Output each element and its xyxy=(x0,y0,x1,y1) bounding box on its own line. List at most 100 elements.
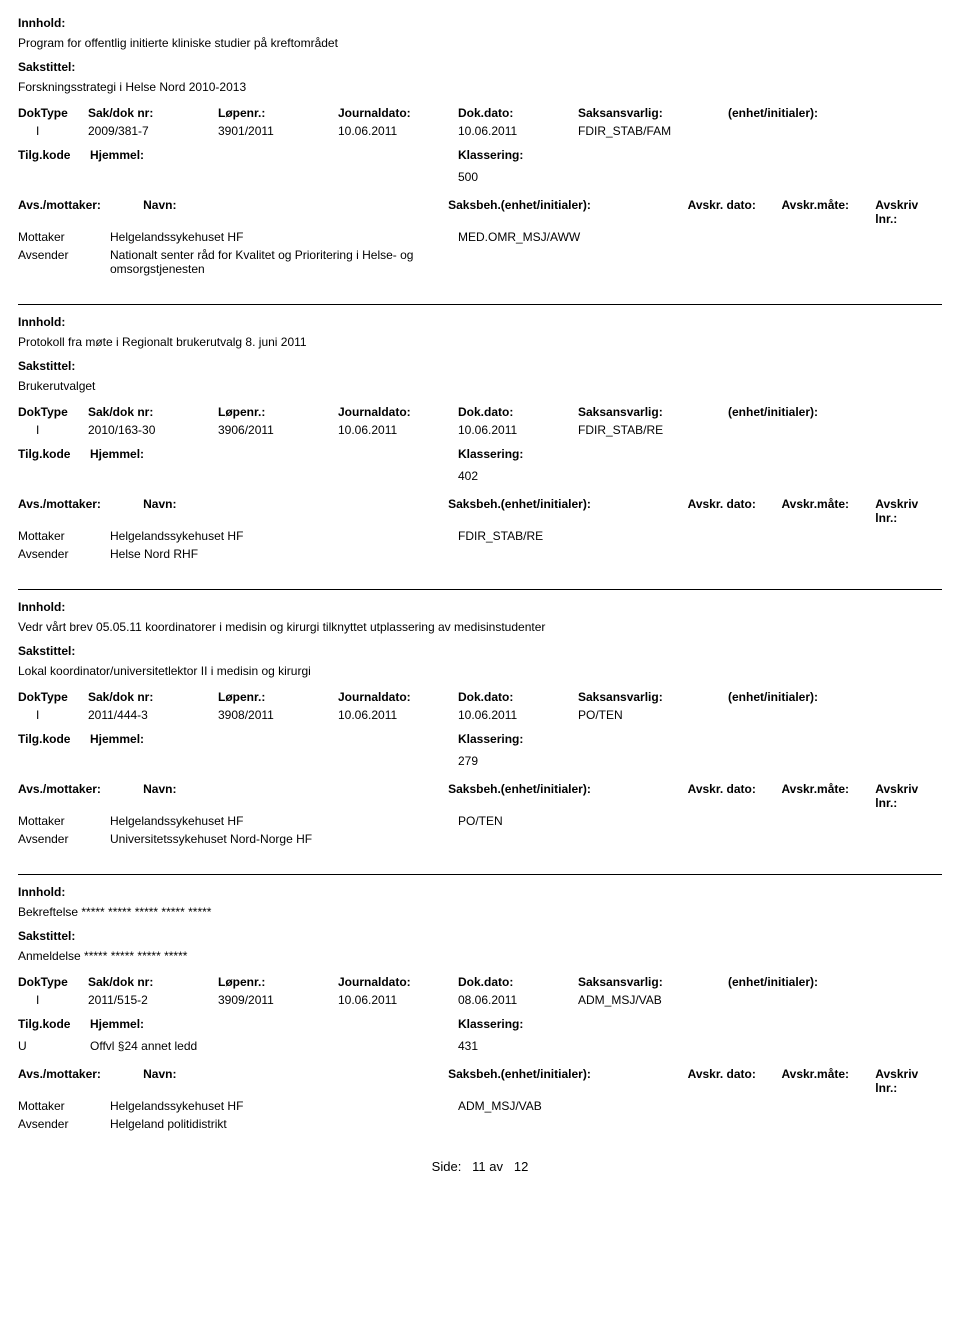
v-ddato: 10.06.2011 xyxy=(458,124,578,138)
party-row: Avsender Helgeland politidistrikt xyxy=(18,1117,942,1131)
party-name: Helgeland politidistrikt xyxy=(110,1117,458,1131)
v-ddato: 10.06.2011 xyxy=(458,708,578,722)
v-jdato: 10.06.2011 xyxy=(338,708,458,722)
v-doktype: I xyxy=(18,708,88,722)
h-avsmot: Avs./mottaker: xyxy=(18,1067,143,1095)
party-row: Mottaker Helgelandssykehuset HF MED.OMR_… xyxy=(18,230,942,244)
party-role: Mottaker xyxy=(18,814,110,828)
h-jdato: Journaldato: xyxy=(338,405,458,419)
party-name: Helgelandssykehuset HF xyxy=(110,814,458,828)
h-navn: Navn: xyxy=(143,1067,448,1095)
journal-entry: Innhold: Program for offentlig initierte… xyxy=(18,16,942,276)
klassering-label: Klassering: xyxy=(458,447,523,461)
party-role: Avsender xyxy=(18,1117,110,1131)
party-saksbeh: ADM_MSJ/VAB xyxy=(458,1099,703,1113)
h-avskrmate: Avskr.måte: xyxy=(781,198,875,226)
party-role: Avsender xyxy=(18,248,110,276)
h-ddato: Dok.dato: xyxy=(458,405,578,419)
h-jdato: Journaldato: xyxy=(338,975,458,989)
h-jdato: Journaldato: xyxy=(338,106,458,120)
party-name: Helse Nord RHF xyxy=(110,547,458,561)
tilgkode-value: U xyxy=(18,1039,90,1053)
v-lopenr: 3908/2011 xyxy=(218,708,338,722)
h-jdato: Journaldato: xyxy=(338,690,458,704)
h-saksbeh: Saksbeh.(enhet/initialer): xyxy=(448,1067,687,1095)
sakstittel-text: Lokal koordinator/universitetlektor II i… xyxy=(18,664,942,678)
h-saksansv: Saksansvarlig: xyxy=(578,405,728,419)
entry-separator xyxy=(18,304,942,305)
v-doktype: I xyxy=(18,423,88,437)
tilgkode-value xyxy=(18,469,90,483)
h-navn: Navn: xyxy=(143,198,448,226)
h-avsmot: Avs./mottaker: xyxy=(18,497,143,525)
klassering-label: Klassering: xyxy=(458,1017,523,1031)
tilg-row: Tilg.kode Hjemmel: Klassering: xyxy=(18,732,942,746)
h-saksbeh: Saksbeh.(enhet/initialer): xyxy=(448,782,687,810)
meta-header-row: DokType Sak/dok nr: Løpenr.: Journaldato… xyxy=(18,975,942,989)
h-lopenr: Løpenr.: xyxy=(218,975,338,989)
h-enhet: (enhet/initialer): xyxy=(728,405,878,419)
h-avsmot: Avs./mottaker: xyxy=(18,782,143,810)
h-doktype: DokType xyxy=(18,975,88,989)
meta-header-row: DokType Sak/dok nr: Løpenr.: Journaldato… xyxy=(18,690,942,704)
h-avskrdato: Avskr. dato: xyxy=(688,782,782,810)
h-avskrdato: Avskr. dato: xyxy=(688,1067,782,1095)
h-ddato: Dok.dato: xyxy=(458,975,578,989)
tilgkode-label: Tilg.kode xyxy=(18,1017,90,1031)
party-saksbeh xyxy=(458,1117,703,1131)
h-avsmot: Avs./mottaker: xyxy=(18,198,143,226)
h-enhet: (enhet/initialer): xyxy=(728,690,878,704)
tilgkode-label: Tilg.kode xyxy=(18,447,90,461)
sakstittel-text: Brukerutvalget xyxy=(18,379,942,393)
party-saksbeh xyxy=(458,248,703,276)
party-name: Helgelandssykehuset HF xyxy=(110,529,458,543)
party-name: Helgelandssykehuset HF xyxy=(110,230,458,244)
h-avskrdato: Avskr. dato: xyxy=(688,497,782,525)
v-ddato: 10.06.2011 xyxy=(458,423,578,437)
party-name: Helgelandssykehuset HF xyxy=(110,1099,458,1113)
v-sakdok: 2009/381-7 xyxy=(88,124,218,138)
hjemmel-label: Hjemmel: xyxy=(90,732,168,746)
h-ddato: Dok.dato: xyxy=(458,106,578,120)
innhold-text: Program for offentlig initierte kliniske… xyxy=(18,36,942,50)
klassering-value: 500 xyxy=(458,170,478,184)
entry-separator xyxy=(18,874,942,875)
meta-value-row: I 2011/444-3 3908/2011 10.06.2011 10.06.… xyxy=(18,708,942,722)
party-row: Avsender Nationalt senter råd for Kvalit… xyxy=(18,248,942,276)
v-doktype: I xyxy=(18,124,88,138)
tilg-value-row: 500 xyxy=(18,170,942,184)
entry-separator xyxy=(18,589,942,590)
meta-header-row: DokType Sak/dok nr: Løpenr.: Journaldato… xyxy=(18,106,942,120)
v-jdato: 10.06.2011 xyxy=(338,124,458,138)
innhold-label: Innhold: xyxy=(18,315,942,329)
h-saksbeh: Saksbeh.(enhet/initialer): xyxy=(448,198,687,226)
h-doktype: DokType xyxy=(18,405,88,419)
h-avskrdato: Avskr. dato: xyxy=(688,198,782,226)
sakstittel-text: Anmeldelse ***** ***** ***** ***** xyxy=(18,949,942,963)
h-avskrivlnr: Avskriv lnr.: xyxy=(875,1067,942,1095)
innhold-label: Innhold: xyxy=(18,885,942,899)
h-sakdok: Sak/dok nr: xyxy=(88,106,218,120)
party-name: Nationalt senter råd for Kvalitet og Pri… xyxy=(110,248,458,276)
tilgkode-value xyxy=(18,754,90,768)
klassering-value: 402 xyxy=(458,469,478,483)
party-row: Mottaker Helgelandssykehuset HF FDIR_STA… xyxy=(18,529,942,543)
party-role: Mottaker xyxy=(18,230,110,244)
h-avskrivlnr: Avskriv lnr.: xyxy=(875,497,942,525)
h-doktype: DokType xyxy=(18,690,88,704)
h-navn: Navn: xyxy=(143,497,448,525)
h-lopenr: Løpenr.: xyxy=(218,405,338,419)
h-sakdok: Sak/dok nr: xyxy=(88,975,218,989)
h-saksansv: Saksansvarlig: xyxy=(578,690,728,704)
klassering-value: 279 xyxy=(458,754,478,768)
innhold-label: Innhold: xyxy=(18,16,942,30)
tilg-value-row: U Offvl §24 annet ledd 431 xyxy=(18,1039,942,1053)
v-doktype: I xyxy=(18,993,88,1007)
party-header-row: Avs./mottaker: Navn: Saksbeh.(enhet/init… xyxy=(18,497,942,525)
hjemmel-label: Hjemmel: xyxy=(90,1017,168,1031)
party-header-row: Avs./mottaker: Navn: Saksbeh.(enhet/init… xyxy=(18,1067,942,1095)
journal-entry: Innhold: Bekreftelse ***** ***** ***** *… xyxy=(18,874,942,1131)
page-total: 12 xyxy=(514,1159,528,1174)
party-name: Universitetssykehuset Nord-Norge HF xyxy=(110,832,458,846)
klassering-label: Klassering: xyxy=(458,732,523,746)
